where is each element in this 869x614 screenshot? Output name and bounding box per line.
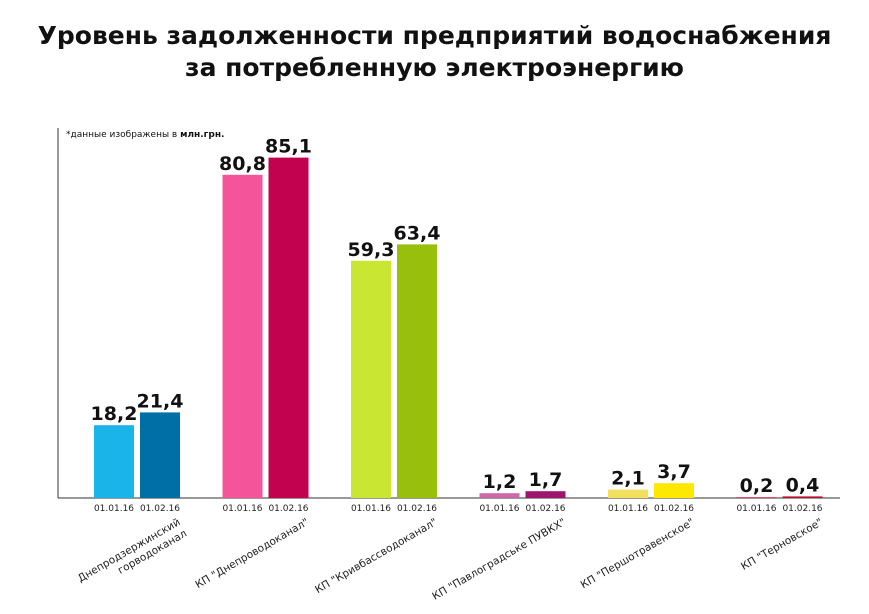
title-line-2: за потребленную электроэнергию [185, 53, 684, 82]
date-label-g5-s1: 01.02.16 [782, 504, 822, 514]
category-line: КП "Терновское" [739, 516, 825, 573]
bar-g0-s0 [94, 425, 134, 498]
date-label-g4-s0: 01.01.16 [608, 504, 648, 514]
value-label-g1-s1: 85,1 [265, 136, 312, 158]
bar-g2-s1 [397, 244, 437, 498]
date-label-g0-s0: 01.01.16 [94, 504, 134, 514]
category-label-g4: КП "Першотравенское" [579, 516, 697, 591]
date-label-g3-s0: 01.01.16 [479, 504, 519, 514]
category-line: КП "Кривбассводоканал" [313, 516, 439, 596]
bar-g3-s1 [525, 491, 566, 498]
date-label-g5-s0: 01.01.16 [736, 504, 776, 514]
bar-g1-s1 [268, 157, 309, 498]
value-label-g2-s1: 63,4 [394, 222, 441, 244]
unit-note-unit: млн.грн. [180, 130, 224, 140]
title-line-1: Уровень задолженности предприятий водосн… [37, 21, 832, 50]
value-label-g2-s0: 59,3 [348, 239, 395, 261]
value-label-g4-s0: 2,1 [611, 468, 645, 490]
bar-g3-s0 [479, 493, 520, 498]
bar-g1-s0 [222, 174, 263, 499]
category-label-g2: КП "Кривбассводоканал" [313, 516, 439, 596]
category-label-g1: КП "Днепроводоканал" [193, 516, 311, 591]
value-label-g1-s0: 80,8 [219, 153, 266, 175]
bar-g5-s1 [782, 496, 823, 498]
value-label-g0-s1: 21,4 [137, 390, 184, 412]
value-label-g0-s0: 18,2 [91, 403, 138, 425]
category-line: КП "Першотравенское" [579, 516, 697, 591]
unit-note: *данные изображены в млн.грн. [66, 130, 224, 140]
bar-g5-s0 [736, 497, 777, 498]
value-label-g3-s1: 1,7 [529, 469, 563, 491]
value-label-g5-s1: 0,4 [786, 474, 820, 496]
value-label-g3-s0: 1,2 [483, 471, 517, 493]
value-label-g4-s1: 3,7 [657, 461, 691, 483]
chart-title: Уровень задолженности предприятий водосн… [0, 20, 869, 84]
category-line: КП "Павлоградське ПУВКХ" [430, 516, 568, 602]
date-label-g2-s0: 01.01.16 [351, 504, 391, 514]
date-label-g1-s1: 01.02.16 [268, 504, 308, 514]
date-label-g4-s1: 01.02.16 [654, 504, 694, 514]
category-label-g0: Днепродзержинскийгорводоканал [76, 516, 189, 596]
category-line: КП "Днепроводоканал" [193, 516, 311, 591]
unit-note-prefix: *данные изображены в [66, 130, 180, 140]
date-label-g1-s0: 01.01.16 [222, 504, 262, 514]
bar-g0-s1 [140, 412, 180, 498]
date-label-g2-s1: 01.02.16 [397, 504, 437, 514]
date-label-g0-s1: 01.02.16 [140, 504, 180, 514]
bar-g2-s0 [351, 260, 391, 498]
category-label-g5: КП "Терновское" [739, 516, 825, 573]
category-label-g3: КП "Павлоградське ПУВКХ" [430, 516, 568, 602]
value-label-g5-s0: 0,2 [740, 475, 774, 497]
bar-g4-s1 [654, 483, 694, 498]
date-label-g3-s1: 01.02.16 [525, 504, 565, 514]
bar-g4-s0 [608, 489, 648, 498]
